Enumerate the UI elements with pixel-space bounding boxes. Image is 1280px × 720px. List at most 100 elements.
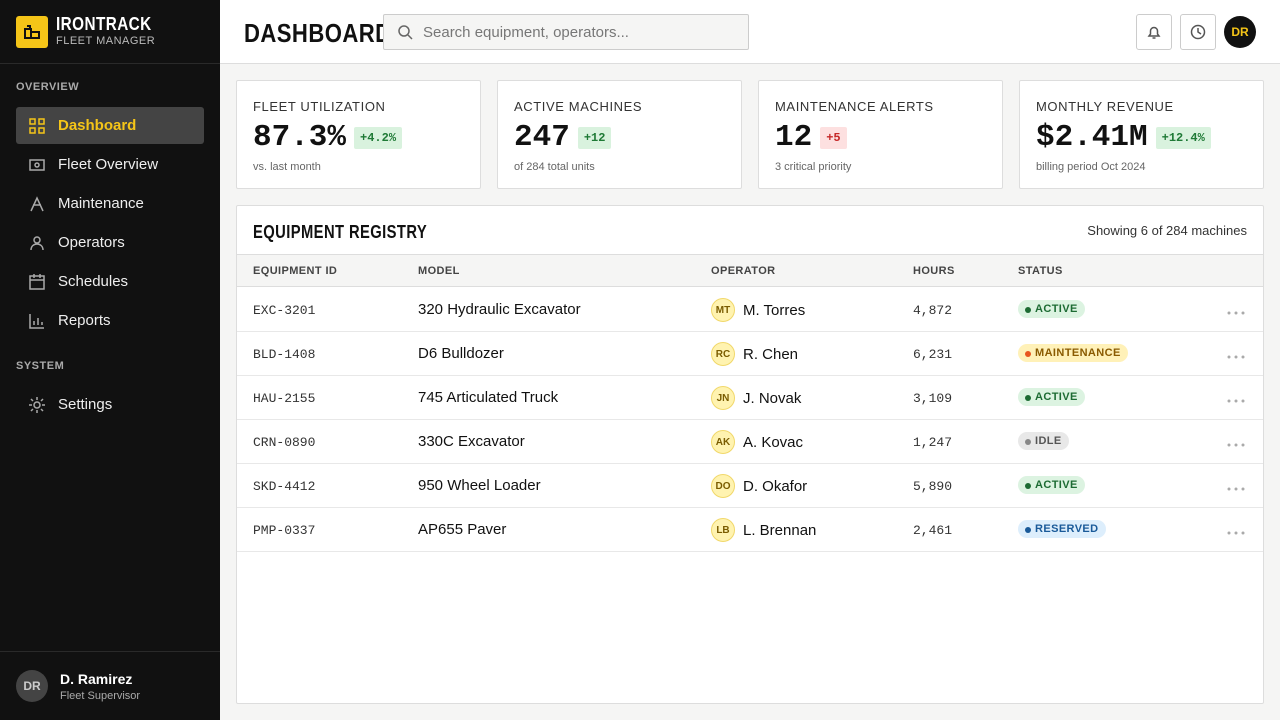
- kpi-label: ACTIVE MACHINES: [514, 99, 643, 114]
- model: 745 Articulated Truck: [418, 389, 559, 406]
- table-header: EQUIPMENT ID MODEL OPERATOR HOURS STATUS: [237, 254, 1263, 287]
- nav-item[interactable]: Fleet Overview: [16, 146, 204, 183]
- nav-item[interactable]: Settings: [16, 386, 204, 423]
- kpi-delta: +12.4%: [1155, 126, 1211, 149]
- nav-item[interactable]: Reports: [16, 302, 204, 339]
- nav-label: Maintenance: [58, 195, 144, 212]
- operator: JN J. Novak: [711, 386, 801, 410]
- status-badge: IDLE: [1018, 432, 1069, 450]
- kpi-note: billing period Oct 2024: [1036, 161, 1146, 173]
- operator-name: A. Kovac: [743, 433, 804, 451]
- operator-name: M. Torres: [743, 301, 806, 319]
- column-header: MODEL: [418, 265, 460, 277]
- equipment-id: CRN-0890: [253, 435, 316, 450]
- nav-item[interactable]: Operators: [16, 224, 204, 261]
- operator: DO D. Okafor: [711, 474, 807, 498]
- dots-icon: [1227, 487, 1245, 491]
- nav-label: Dashboard: [58, 117, 137, 134]
- kpi-label: MAINTENANCE ALERTS: [775, 99, 934, 114]
- topbar: DASHBOARD Search equipment, operators...…: [220, 0, 1280, 64]
- user-avatar: DR: [16, 670, 48, 702]
- divider: [0, 651, 220, 652]
- row-menu[interactable]: [1227, 302, 1245, 320]
- row-menu[interactable]: [1227, 478, 1245, 496]
- kpi-label: MONTHLY REVENUE: [1036, 99, 1174, 114]
- dots-icon: [1227, 443, 1245, 447]
- nav-item[interactable]: Dashboard: [16, 107, 204, 144]
- row-menu[interactable]: [1227, 390, 1245, 408]
- brand-name: IRONTRACK: [56, 14, 152, 34]
- operator-initials: JN: [711, 386, 735, 410]
- operator-initials: DO: [711, 474, 735, 498]
- section-title: OVERVIEW: [16, 81, 80, 93]
- hours: 2,461: [913, 523, 953, 538]
- table-row[interactable]: PMP-0337 AP655 Paver LB L. Brennan 2,461 RESE…: [237, 508, 1263, 552]
- status-badge: ACTIVE: [1018, 388, 1085, 406]
- equipment-registry: EQUIPMENT REGISTRY Showing 6 of 284 mach…: [236, 205, 1264, 704]
- kpi-delta: +4.2%: [354, 126, 403, 149]
- operator-initials: MT: [711, 298, 735, 322]
- nav-item[interactable]: Maintenance: [16, 185, 204, 222]
- kpi-card: ACTIVE MACHINES 247 +12 of 284 total units: [497, 80, 742, 189]
- divider: [0, 63, 220, 64]
- kpi-note: vs. last month: [253, 161, 321, 173]
- search-input[interactable]: Search equipment, operators...: [383, 14, 749, 50]
- table-row[interactable]: BLD-1408 D6 Bulldozer RC R. Chen 6,231 MAINTE…: [237, 332, 1263, 376]
- kpi-value: $2.41M: [1036, 120, 1148, 155]
- row-menu[interactable]: [1227, 434, 1245, 452]
- hours: 1,247: [913, 435, 953, 450]
- operator: LB L. Brennan: [711, 518, 816, 542]
- operator-name: J. Novak: [743, 389, 802, 407]
- hours: 4,872: [913, 303, 953, 318]
- user-profile[interactable]: DR D. Ramirez Fleet Supervisor: [16, 670, 140, 702]
- sidebar: IRONTRACK FLEET MANAGER OVERVIEW Dashboar…: [0, 0, 220, 720]
- operator: RC R. Chen: [711, 342, 798, 366]
- equipment-id: PMP-0337: [253, 523, 316, 538]
- column-header: OPERATOR: [711, 265, 776, 277]
- model: D6 Bulldozer: [418, 345, 504, 362]
- equipment-id: BLD-1408: [253, 347, 316, 362]
- history-button[interactable]: [1180, 14, 1216, 50]
- operator-initials: LB: [711, 518, 735, 542]
- hours: 3,109: [913, 391, 953, 406]
- dots-icon: [1227, 399, 1245, 403]
- operator-initials: AK: [711, 430, 735, 454]
- kpi-note: of 284 total units: [514, 161, 595, 173]
- table-row[interactable]: HAU-2155 745 Articulated Truck JN J. Novak 3…: [237, 376, 1263, 420]
- status-badge: ACTIVE: [1018, 476, 1085, 494]
- row-menu[interactable]: [1227, 522, 1245, 540]
- nav-item[interactable]: Schedules: [16, 263, 204, 300]
- status-badge: ACTIVE: [1018, 300, 1085, 318]
- avatar-button[interactable]: DR: [1224, 16, 1256, 48]
- equipment-id: EXC-3201: [253, 303, 316, 318]
- kpi-value: 12: [775, 120, 813, 155]
- user-name: D. Ramirez: [60, 670, 133, 687]
- table-row[interactable]: SKD-4412 950 Wheel Loader DO D. Okafor 5,890…: [237, 464, 1263, 508]
- status-badge: RESERVED: [1018, 520, 1106, 538]
- table-row[interactable]: EXC-3201 320 Hydraulic Excavator MT M. Torr…: [237, 288, 1263, 332]
- hours: 5,890: [913, 479, 953, 494]
- operator-initials: RC: [711, 342, 735, 366]
- equipment-id: SKD-4412: [253, 479, 316, 494]
- dots-icon: [1227, 531, 1245, 535]
- operator-name: D. Okafor: [743, 477, 808, 495]
- notifications-button[interactable]: [1136, 14, 1172, 50]
- model: 950 Wheel Loader: [418, 477, 541, 494]
- status-badge: MAINTENANCE: [1018, 344, 1128, 362]
- page-title: DASHBOARD: [244, 18, 392, 48]
- operator: AK A. Kovac: [711, 430, 803, 454]
- kpi-value-row: $2.41M +12.4%: [1036, 120, 1247, 155]
- kpi-card: MAINTENANCE ALERTS 12 +5 3 critical priorit…: [758, 80, 1003, 189]
- kpi-value: 87.3%: [253, 120, 347, 155]
- model: AP655 Paver: [418, 521, 507, 538]
- column-header: EQUIPMENT ID: [253, 265, 338, 277]
- row-menu[interactable]: [1227, 346, 1245, 364]
- dots-icon: [1227, 355, 1245, 359]
- table-row[interactable]: CRN-0890 330C Excavator AK A. Kovac 1,247 IDL…: [237, 420, 1263, 464]
- section-title: SYSTEM: [16, 360, 65, 372]
- nav-label: Reports: [58, 312, 111, 329]
- nav-label: Schedules: [58, 273, 129, 290]
- user-role: Fleet Supervisor: [60, 689, 141, 702]
- kpi-value-row: 12 +5: [775, 120, 986, 155]
- kpi-delta: +12: [577, 126, 612, 149]
